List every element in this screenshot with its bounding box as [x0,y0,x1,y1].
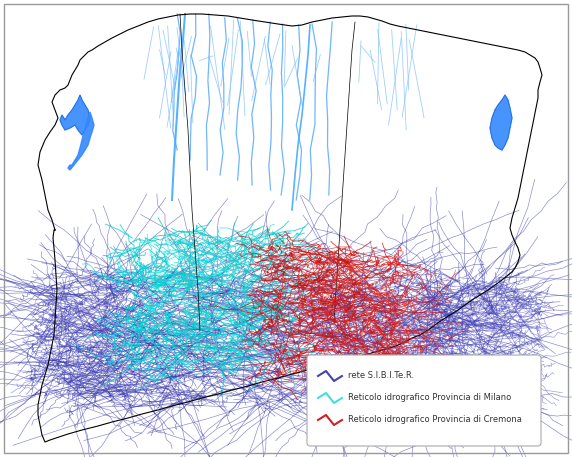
Text: Reticolo idrografico Provincia di Milano: Reticolo idrografico Provincia di Milano [348,393,511,403]
Polygon shape [68,112,94,170]
Text: Reticolo idrografico Provincia di Cremona: Reticolo idrografico Provincia di Cremon… [348,415,522,425]
Polygon shape [490,95,512,150]
Text: rete S.I.B.I.Te.R.: rete S.I.B.I.Te.R. [348,372,414,381]
FancyBboxPatch shape [307,355,541,446]
Polygon shape [60,95,90,135]
